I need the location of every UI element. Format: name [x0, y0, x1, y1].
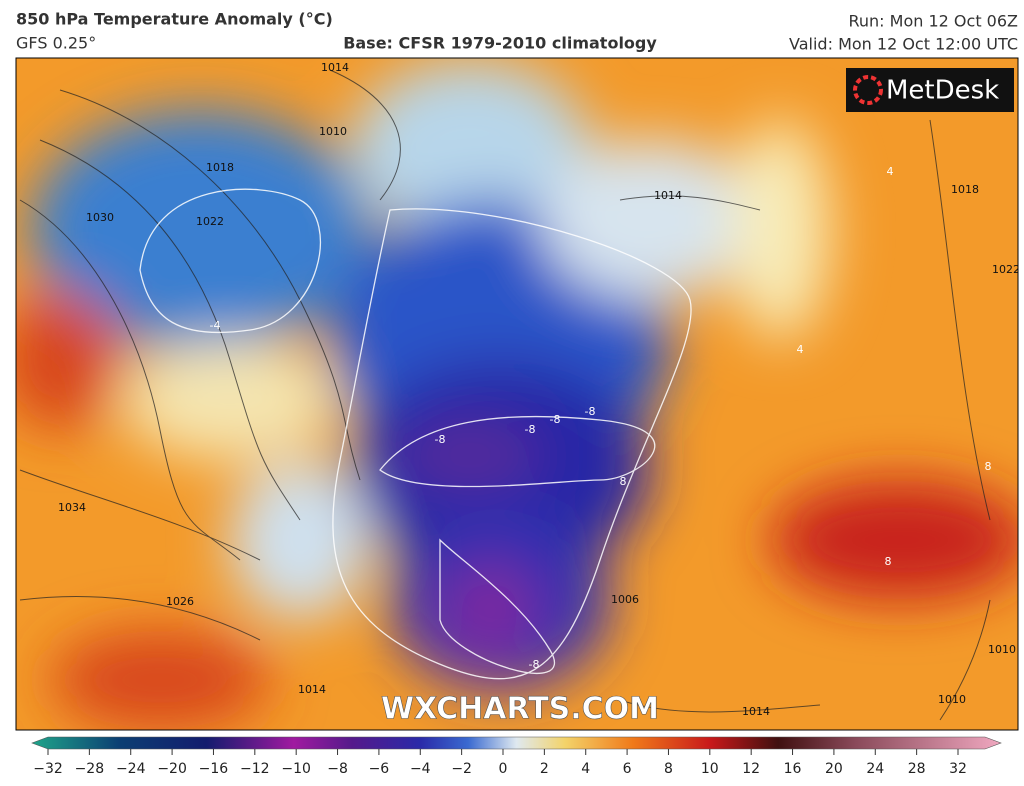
anomaly-label: 4 — [797, 343, 804, 356]
colorbar-label: 2 — [540, 761, 549, 777]
title: 850 hPa Temperature Anomaly (°C) — [16, 10, 333, 29]
colorbar-label: −24 — [116, 761, 146, 777]
colorbar-label: 12 — [742, 761, 760, 777]
base: Base: CFSR 1979-2010 climatology — [343, 34, 657, 53]
isobar-label: 1022 — [196, 215, 224, 228]
colorbar-label: −4 — [410, 761, 431, 777]
anomaly-label: -8 — [529, 658, 540, 671]
colorbar-label: −32 — [33, 761, 63, 777]
isobar-label: 1014 — [654, 189, 682, 202]
anomaly-label: -8 — [585, 405, 596, 418]
anomaly-label: 8 — [885, 555, 892, 568]
colorbar-label: 10 — [701, 761, 719, 777]
colorbar-label: −16 — [199, 761, 229, 777]
watermark: WXCHARTS.COM — [381, 692, 659, 727]
isobar-label: 1014 — [742, 705, 770, 718]
isobar-label: 1010 — [938, 693, 966, 706]
colorbar-label: 4 — [581, 761, 590, 777]
colorbar-label: −10 — [281, 761, 311, 777]
isobar-label: 1034 — [58, 501, 86, 514]
colorbar-label: 20 — [825, 761, 843, 777]
colorbar — [31, 736, 1002, 750]
map-frame — [15, 57, 1019, 731]
isobar-label: 1010 — [988, 643, 1016, 656]
colorbar-label: 32 — [949, 761, 967, 777]
anomaly-label: 8 — [620, 475, 627, 488]
valid: Valid: Mon 12 Oct 12:00 UTC — [789, 35, 1018, 54]
anomaly-label: -8 — [550, 413, 561, 426]
anomaly-label: 4 — [887, 165, 894, 178]
colorbar-label: −8 — [327, 761, 348, 777]
isobar-label: 1014 — [321, 61, 349, 74]
isobar-label: 1018 — [951, 183, 979, 196]
colorbar-label: −2 — [451, 761, 472, 777]
isobar-label: 1030 — [86, 211, 114, 224]
colorbar-label: −12 — [240, 761, 270, 777]
colorbar-label: 0 — [499, 761, 508, 777]
logo-box — [846, 68, 1014, 112]
anomaly-label: -8 — [525, 423, 536, 436]
colorbar-label: −6 — [369, 761, 390, 777]
anomaly-label: -8 — [435, 433, 446, 446]
anomaly-label: 8 — [985, 460, 992, 473]
colorbar-label: −20 — [157, 761, 187, 777]
isobar-label: 1010 — [319, 125, 347, 138]
logo: MetDesk — [886, 76, 999, 106]
isobar-label: 1006 — [611, 593, 639, 606]
colorbar-label: −28 — [75, 761, 105, 777]
isobar-label: 1022 — [992, 263, 1020, 276]
isobar-label: 1018 — [206, 161, 234, 174]
colorbar-label: 6 — [623, 761, 632, 777]
colorbar-label: 24 — [866, 761, 884, 777]
colorbar-label: 16 — [784, 761, 802, 777]
map: MetDesk WXCHARTS.COM 1014 1010 1018 1030 102… — [16, 58, 1020, 730]
run: Run: Mon 12 Oct 06Z — [849, 12, 1019, 31]
colorbar-label: 28 — [908, 761, 926, 777]
isobar-label: 1026 — [166, 595, 194, 608]
isobar-label: 1014 — [298, 683, 326, 696]
anomaly-label: -4 — [210, 319, 221, 332]
model: GFS 0.25° — [16, 34, 96, 53]
colorbar-label: 8 — [664, 761, 673, 777]
